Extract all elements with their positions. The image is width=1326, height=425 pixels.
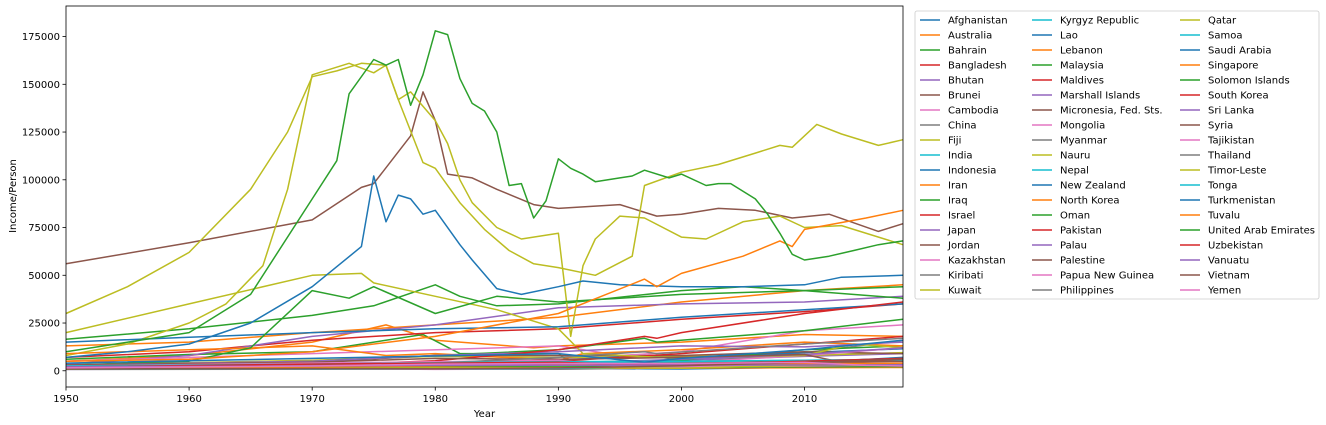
y-axis-label: Income/Person	[8, 159, 19, 233]
y-tick-label: 25000	[28, 319, 60, 330]
legend-entry: New Zealand	[1060, 181, 1126, 192]
legend-entry: Palau	[1060, 241, 1087, 252]
x-tick-label: 2010	[792, 394, 817, 405]
y-tick-label: 50000	[28, 271, 60, 282]
legend-entry: Nepal	[1060, 166, 1089, 177]
x-tick-label: 1980	[423, 394, 448, 405]
series-line-50	[65, 339, 904, 364]
legend-entry: Turkmenistan	[1207, 196, 1275, 207]
series-line-32	[65, 285, 904, 366]
x-axis: 1950 1960 1970 1980 1990 2000 2010	[53, 387, 817, 405]
legend-entry: United Arab Emirates	[1208, 226, 1315, 237]
series-line-38	[65, 62, 904, 315]
legend-entry: Mongolia	[1060, 121, 1105, 132]
legend: Afghanistan Australia Bahrain Bangladesh Bhu…	[914, 10, 1320, 300]
legend-entry: Tonga	[1207, 181, 1237, 192]
series-layer	[65, 30, 904, 371]
legend-entry: Singapore	[1208, 61, 1258, 72]
legend-entry: Malaysia	[1060, 61, 1104, 72]
x-tick-label: 1960	[176, 394, 201, 405]
series-line-18	[65, 62, 904, 357]
y-axis: 0 25000 50000 75000 100000 125000 150000 175000	[22, 32, 66, 377]
legend-entry: Oman	[1060, 211, 1090, 222]
legend-entry: Brunei	[948, 91, 981, 102]
legend-entry: Timor-Leste	[1207, 166, 1266, 177]
legend-entry: Kyrgyz Republic	[1060, 16, 1139, 27]
y-tick-label: 75000	[28, 223, 60, 234]
legend-entry: Papua New Guinea	[1060, 271, 1154, 282]
legend-entry: Tuvalu	[1207, 211, 1240, 222]
legend-entry: Cambodia	[948, 106, 999, 117]
legend-entry: Iraq	[948, 196, 968, 207]
legend-entry: Fiji	[948, 136, 961, 147]
y-tick-label: 175000	[22, 32, 60, 43]
legend-entry: Nauru	[1060, 151, 1090, 162]
legend-entry: Myanmar	[1060, 136, 1108, 147]
legend-entry: Palestine	[1060, 256, 1105, 267]
legend-entry: Australia	[948, 31, 992, 42]
legend-entry: China	[948, 121, 977, 132]
legend-entry: Philippines	[1060, 286, 1114, 297]
x-tick-label: 1950	[53, 394, 78, 405]
legend-entry: Bhutan	[948, 76, 984, 87]
series-line-11	[65, 324, 904, 362]
legend-entry: Tajikistan	[1207, 136, 1254, 147]
series-line-34	[65, 341, 904, 366]
legend-entry: Saudi Arabia	[1208, 46, 1271, 57]
x-tick-label: 2000	[669, 394, 694, 405]
legend-entry: Sri Lanka	[1208, 106, 1254, 117]
legend-entry: South Korea	[1208, 91, 1269, 102]
series-line-41	[65, 209, 904, 362]
legend-entry: North Korea	[1060, 196, 1120, 207]
legend-entry: Micronesia, Fed. Sts.	[1060, 106, 1163, 117]
legend-entry: Bangladesh	[948, 61, 1007, 72]
legend-entry: Lao	[1060, 31, 1078, 42]
legend-entry: Maldives	[1060, 76, 1104, 87]
legend-entry: Afghanistan	[948, 16, 1008, 27]
y-tick-label: 150000	[22, 80, 60, 91]
legend-entry: Solomon Islands	[1208, 76, 1290, 87]
y-tick-label: 100000	[22, 175, 60, 186]
legend-entry: Yemen	[1207, 286, 1241, 297]
series-line-52	[65, 30, 904, 353]
legend-entry: Israel	[948, 211, 975, 222]
legend-entry: Kiribati	[948, 271, 983, 282]
legend-entry: Vanuatu	[1208, 256, 1249, 267]
series-line-56	[65, 361, 904, 369]
legend-entry: Thailand	[1207, 151, 1251, 162]
series-line-28	[65, 272, 904, 360]
legend-entry: Uzbekistan	[1208, 241, 1263, 252]
x-tick-label: 1970	[299, 394, 324, 405]
legend-entry: Marshall Islands	[1060, 91, 1140, 102]
series-line-14	[65, 295, 904, 365]
legend-entry: Lebanon	[1060, 46, 1103, 57]
legend-box	[914, 10, 1320, 300]
legend-entry: Vietnam	[1208, 271, 1250, 282]
y-tick-label: 125000	[22, 128, 60, 139]
legend-entry: Bahrain	[948, 46, 987, 57]
legend-entry: Kazakhstan	[948, 256, 1006, 267]
legend-entry: Indonesia	[948, 166, 996, 177]
legend-entry: Samoa	[1208, 31, 1242, 42]
y-tick-label: 0	[54, 366, 60, 377]
series-line-1	[65, 284, 904, 347]
legend-entry: Pakistan	[1060, 226, 1102, 237]
x-axis-label: Year	[473, 409, 496, 420]
x-tick-label: 1990	[546, 394, 571, 405]
series-line-5	[65, 91, 904, 265]
legend-entry: Kuwait	[948, 286, 981, 297]
legend-entry: Jordan	[947, 241, 980, 252]
legend-entry: Iran	[948, 181, 968, 192]
legend-entry: Qatar	[1208, 16, 1237, 27]
series-line-40	[65, 175, 904, 359]
legend-entry: Syria	[1208, 121, 1233, 132]
plot-frame	[65, 5, 904, 388]
legend-entry: India	[948, 151, 973, 162]
legend-entry: Japan	[947, 226, 976, 237]
